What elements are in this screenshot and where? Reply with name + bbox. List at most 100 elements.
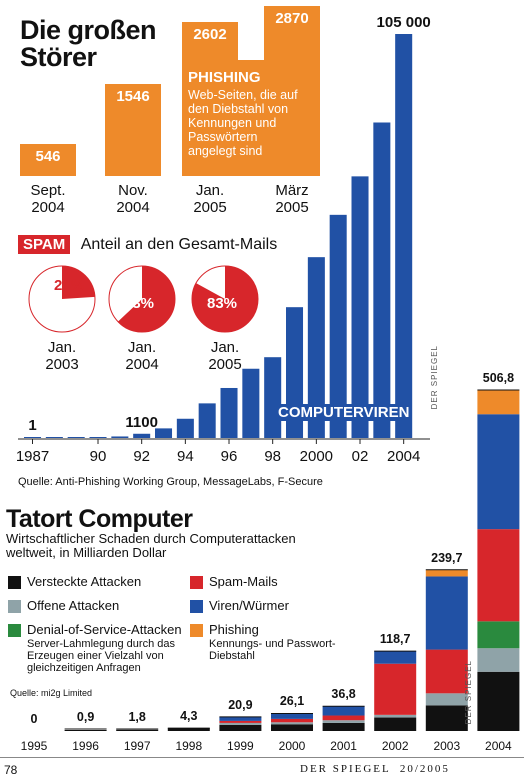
legend-label-3: Spam-Mails [209, 574, 278, 589]
virus-x-tick-7: 02 [351, 448, 369, 465]
damage-2003-series-4 [425, 576, 468, 650]
damage-year-1995: 1995 [20, 739, 48, 753]
chart2-title: Tatort Computer [6, 505, 193, 533]
damage-2002-series-4 [374, 651, 417, 664]
spam-category-1: Jan. 2004 [125, 339, 159, 373]
damage-2001-series-1 [322, 720, 365, 723]
damage-year-2004: 2004 [485, 739, 512, 753]
damage-total-2000: 26,1 [279, 694, 305, 709]
virus-x-tick-0: 1987 [15, 448, 50, 465]
virus-bar-1997 [242, 368, 260, 438]
phishing-value-1: 1546 [116, 88, 150, 106]
page-number: 78 [4, 763, 18, 777]
legend-label-1: Offene Attacken [27, 598, 120, 613]
damage-year-1997: 1997 [123, 739, 151, 753]
phishing-bar-0 [20, 143, 76, 176]
chart1-source: Quelle: Anti-Phishing Working Group, Mes… [18, 476, 323, 488]
spam-label: Anteil an den Gesamt-Mails [80, 236, 278, 253]
damage-year-1996: 1996 [72, 739, 99, 753]
legend-swatch-5 [190, 624, 203, 637]
spam-category-0: Jan. 2003 [45, 339, 79, 373]
phishing-category-3: März 2005 [275, 182, 309, 216]
damage-1999-series-0 [219, 724, 262, 731]
legend-label-5: Phishing [209, 622, 259, 637]
virus-x-tick-6: 2000 [299, 448, 334, 465]
damage-year-1999: 1999 [227, 739, 254, 753]
damage-2001-series-4 [322, 706, 365, 716]
damage-2001-series-0 [322, 722, 365, 731]
spam-pie-1 [108, 265, 176, 333]
damage-2000-series-4 [271, 713, 313, 719]
virus-bar-1994 [176, 418, 194, 438]
damage-total-1998: 4,3 [180, 709, 198, 724]
legend-swatch-4 [190, 600, 203, 613]
phishing-bar-3 [264, 6, 320, 176]
damage-total-1997: 1,8 [128, 710, 146, 724]
damage-2004-series-1 [477, 648, 520, 672]
damage-2004-series-3 [477, 529, 520, 622]
damage-total-2001: 36,8 [331, 687, 356, 702]
virus-x-tick-1: 90 [89, 448, 107, 465]
virus-bar-2004 [395, 34, 413, 438]
damage-2004-series-5 [477, 390, 520, 415]
damage-2002-series-0 [374, 717, 417, 731]
spam-pie-slice-2 [192, 266, 258, 332]
damage-year-2000: 2000 [278, 739, 306, 753]
damage-2000-series-1 [271, 722, 313, 725]
damage-2002-series-1 [374, 714, 417, 718]
virus-bar-1989 [67, 437, 85, 438]
damage-total-2002: 118,7 [379, 632, 411, 647]
spam-pie-value-1: 63% [124, 295, 155, 312]
chart2-source: Quelle: mi2g Limited [10, 688, 93, 698]
phishing-band [230, 60, 270, 176]
virus-value-label-2: 105 000 [376, 14, 431, 31]
phishing-category-2: Jan. 2005 [193, 182, 227, 216]
damage-2003-series-0 [425, 705, 468, 731]
chart2-subtitle: Wirtschaftlicher Schaden durch Computera… [6, 531, 296, 560]
chart1-title: Die großen Störer [20, 15, 157, 72]
virus-x-tick-2: 92 [133, 448, 151, 465]
phishing-value-0: 546 [35, 147, 61, 165]
virus-chart [18, 34, 430, 444]
virus-x-tick-3: 94 [177, 448, 194, 465]
damage-2000-series-0 [271, 724, 313, 731]
virus-x-tick-5: 98 [264, 448, 282, 465]
footer-rule [0, 757, 524, 758]
virus-bar-1995 [198, 403, 216, 438]
damage-2002-series-3 [374, 663, 417, 715]
legend-label-4: Viren/Würmer [209, 598, 289, 613]
phishing-label: PHISHING [188, 69, 261, 86]
phishing-value-3: 2870 [275, 10, 309, 27]
damage-total-2004: 506,8 [482, 371, 515, 385]
spam-badge: SPAM [18, 235, 71, 254]
legend-swatch-0 [8, 576, 21, 589]
virus-bar-1993 [155, 428, 173, 438]
spam-pie-slice-0 [62, 266, 95, 299]
damage-2004-series-4 [477, 414, 520, 530]
spam-pie-value-0: 24% [54, 277, 85, 294]
virus-x-tick-4: 96 [220, 448, 238, 465]
damage-2003-series-1 [425, 693, 468, 706]
damage-2003-series-3 [425, 649, 468, 694]
damage-total-1996: 0,9 [76, 710, 95, 724]
spam-pie-value-2: 83% [207, 295, 238, 312]
virus-bar-1987 [24, 437, 42, 438]
spam-category-2: Jan. 2005 [208, 339, 242, 373]
phishing-value-2: 2602 [193, 25, 227, 43]
damage-2000-series-3 [271, 718, 313, 723]
virus-label: COMPUTERVIREN [275, 404, 413, 421]
virus-bar-1996 [220, 387, 238, 438]
virus-value-label-0: 1 [28, 417, 37, 434]
virus-bar-2003 [373, 122, 391, 438]
legend-note-2: Server-Lahmlegung durch das Erzeugen ein… [27, 638, 175, 674]
damage-year-2002: 2002 [381, 739, 409, 753]
phishing-category-0: Sept. 2004 [30, 182, 66, 216]
damage-total-1995: 0 [30, 712, 38, 726]
spam-pie-0 [28, 265, 96, 333]
watermark-2: DER SPIEGEL [464, 660, 473, 725]
phishing-bar-1 [105, 84, 161, 176]
legend-swatch-3 [190, 576, 203, 589]
legend-label-0: Versteckte Attacken [27, 574, 142, 589]
damage-year-2003: 2003 [433, 739, 461, 753]
